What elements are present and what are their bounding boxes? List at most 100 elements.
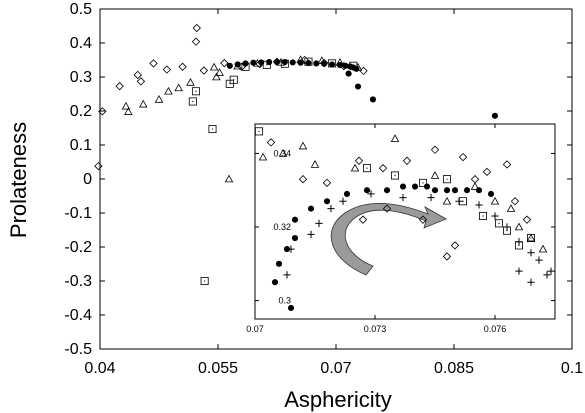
data-point-triangle <box>224 174 234 183</box>
x-tick-label: 0.085 <box>434 360 474 377</box>
data-point-filled-circle <box>354 83 362 90</box>
data-point-triangle <box>278 149 288 157</box>
y-tick-label: 0.34 <box>273 148 291 158</box>
x-tick-label: 0.07 <box>320 360 351 377</box>
data-point-triangle <box>174 83 183 92</box>
data-point-filled-circle <box>345 70 352 77</box>
data-point-triangle <box>124 107 133 115</box>
data-point-filled-circle <box>266 58 273 66</box>
data-point-plus <box>527 278 535 286</box>
data-point-diamond <box>266 138 276 147</box>
data-point-plus <box>339 197 347 205</box>
y-tick-label: 0.4 <box>70 35 92 52</box>
data-point-plus <box>515 267 523 275</box>
y-tick-label: 0.1 <box>70 137 92 154</box>
data-point-square <box>254 127 263 136</box>
data-point-triangle <box>390 134 400 142</box>
data-point-triangle <box>209 62 219 71</box>
data-point-square <box>478 211 487 220</box>
y-tick-label: 0.32 <box>273 222 291 232</box>
data-point-diamond <box>502 160 512 169</box>
data-point-triangle <box>154 95 164 103</box>
data-point-diamond <box>98 107 107 116</box>
data-point-triangle <box>526 233 536 242</box>
y-tick-label: -0.2 <box>64 239 92 256</box>
x-tick-label: 0.055 <box>198 360 238 377</box>
data-point-triangle <box>258 152 268 161</box>
data-point-diamond <box>220 58 229 68</box>
data-point-plus <box>543 271 551 279</box>
data-point-filled-circle <box>275 260 283 267</box>
data-point-filled-circle <box>451 187 459 194</box>
y-axis-title: Prolateness <box>6 122 31 238</box>
x-tick-label: 0.07 <box>246 324 264 334</box>
data-point-square <box>418 178 427 187</box>
data-point-square <box>494 219 503 228</box>
data-point-filled-circle <box>291 216 299 223</box>
data-point-plus <box>515 238 523 246</box>
data-point-diamond <box>430 145 440 154</box>
inset-y-axis: 0.34 0.32 0.3 <box>255 148 555 306</box>
data-point-square <box>362 164 371 173</box>
data-point-diamond <box>510 197 520 206</box>
data-point-filled-circle <box>463 187 471 194</box>
data-point-diamond <box>298 175 308 184</box>
data-point-plus <box>427 193 435 202</box>
data-point-diamond <box>322 178 332 188</box>
data-point-triangle <box>296 55 305 63</box>
data-point-filled-circle <box>491 112 498 119</box>
data-point-plus <box>283 271 291 279</box>
data-point-square <box>229 75 238 84</box>
data-point-triangle <box>335 57 345 66</box>
y-tick-label: -0.5 <box>64 341 92 358</box>
data-point-triangle <box>310 160 320 168</box>
data-point-square <box>304 57 313 66</box>
data-point-square <box>188 97 197 106</box>
y-tick-label: -0.4 <box>64 307 92 324</box>
data-point-triangle <box>470 182 480 190</box>
data-point-plus <box>399 193 407 202</box>
y-tick-label: 0.3 <box>278 296 291 306</box>
data-point-plus <box>455 197 463 205</box>
data-point-diamond <box>354 156 364 165</box>
data-point-diamond <box>191 37 201 46</box>
data-point-filled-circle <box>287 304 295 312</box>
data-point-diamond <box>178 62 187 71</box>
data-point-square <box>208 125 217 134</box>
data-point-diamond <box>115 82 124 91</box>
inset-plot: 0.07 0.073 0.076 0.34 0.32 0.3 <box>246 123 556 334</box>
data-point-square <box>349 61 358 70</box>
data-point-diamond <box>192 23 201 33</box>
main-plot: 0.04 0.055 0.07 0.085 0.1 0.5 0.4 0.3 0.2 0.1 0 -0… <box>64 1 583 377</box>
data-point-plus <box>287 245 295 253</box>
data-point-plus <box>367 190 375 198</box>
data-point-plus <box>307 230 315 238</box>
data-point-diamond <box>402 156 412 165</box>
data-point-square <box>442 175 451 184</box>
data-point-triangle <box>350 163 360 172</box>
data-point-filled-circle <box>323 198 331 205</box>
data-point-diamond <box>149 59 158 68</box>
data-point-triangle <box>442 196 452 205</box>
data-point-filled-circle <box>411 183 419 190</box>
data-point-filled-circle <box>399 183 407 190</box>
y-tick-label: 0.3 <box>70 69 92 86</box>
data-point-square <box>328 59 337 68</box>
data-point-filled-circle <box>313 60 320 67</box>
data-point-filled-circle <box>291 234 299 242</box>
data-point-triangle <box>490 196 500 205</box>
main-data-points <box>94 23 498 285</box>
data-point-triangle <box>186 78 195 86</box>
data-point-diamond <box>378 163 388 173</box>
data-point-triangle <box>253 58 262 67</box>
data-point-diamond <box>255 59 264 69</box>
data-point-triangle <box>430 171 440 179</box>
x-tick-label: 0.076 <box>484 324 507 334</box>
data-point-triangle <box>317 56 327 64</box>
y-tick-label: 0.5 <box>70 1 92 18</box>
data-point-triangle <box>298 141 308 150</box>
data-point-diamond <box>450 241 460 250</box>
data-point-square <box>200 276 209 285</box>
data-point-diamond <box>458 152 468 162</box>
